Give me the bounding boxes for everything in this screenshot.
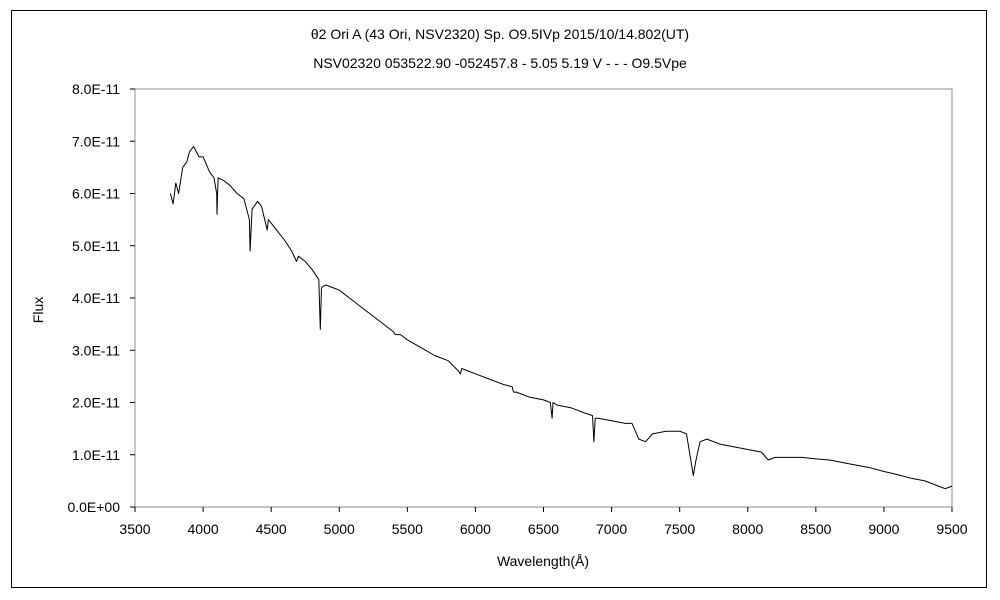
x-tick-label: 4000 — [188, 521, 219, 537]
x-tick-label: 6000 — [460, 521, 491, 537]
y-tick-label: 3.0E-11 — [72, 342, 120, 358]
plot-area — [134, 88, 953, 508]
series-group — [169, 146, 953, 490]
y-tick-label: 1.0E-11 — [72, 447, 120, 463]
x-tick-label: 4500 — [256, 521, 287, 537]
y-axis: 0.0E+00 1.0E-11 2.0E-11 3.0E-11 4.0E-11 5.0E-… — [67, 81, 135, 515]
x-tick-label: 9000 — [868, 521, 899, 537]
x-tick-label: 6500 — [528, 521, 559, 537]
x-tick-label: 8000 — [732, 521, 763, 537]
x-tick-label: 7500 — [664, 521, 695, 537]
chart-title: θ2 Ori A (43 Ori, NSV2320) Sp. O9.5IVp 2… — [311, 26, 689, 42]
y-tick-label: 5.0E-11 — [72, 238, 120, 254]
x-tick-label: 5000 — [324, 521, 355, 537]
y-tick-label: 4.0E-11 — [72, 290, 120, 306]
x-tick-label: 5500 — [392, 521, 423, 537]
x-tick-label: 7000 — [596, 521, 627, 537]
y-tick-label: 7.0E-11 — [72, 133, 120, 149]
x-tick-label: 3500 — [119, 521, 150, 537]
y-axis-label: Flux — [30, 297, 46, 323]
x-axis-label: Wavelength(Å) — [497, 553, 589, 569]
y-tick-label: 6.0E-11 — [72, 186, 120, 202]
chart-subtitle: NSV02320 053522.90 -052457.8 - 5.05 5.19… — [313, 55, 687, 71]
y-tick-label: 8.0E-11 — [72, 81, 120, 97]
x-tick-label: 9500 — [936, 521, 967, 537]
y-tick-label: 0.0E+00 — [67, 499, 120, 515]
x-axis: 3500 4000 4500 5000 5500 6000 6500 7000 7500 8000… — [119, 507, 968, 537]
y-tick-label: 2.0E-11 — [72, 395, 120, 411]
x-tick-label: 8500 — [800, 521, 831, 537]
series-line — [169, 146, 953, 490]
